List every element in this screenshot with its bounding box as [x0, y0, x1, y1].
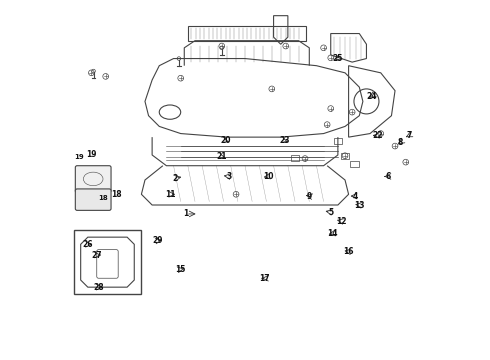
Text: 11: 11	[165, 190, 175, 199]
Text: 19: 19	[86, 150, 97, 159]
Text: 10: 10	[263, 172, 273, 181]
Text: 19: 19	[74, 154, 84, 159]
Text: 18: 18	[98, 195, 108, 201]
Text: 17: 17	[259, 274, 270, 283]
FancyBboxPatch shape	[75, 189, 111, 210]
Text: 21: 21	[217, 152, 227, 161]
Text: 8: 8	[398, 138, 403, 147]
Text: 14: 14	[327, 229, 338, 238]
Text: 1: 1	[183, 210, 189, 219]
Text: 16: 16	[343, 247, 354, 256]
Text: 4: 4	[353, 192, 358, 201]
Text: 5: 5	[328, 208, 333, 217]
FancyBboxPatch shape	[75, 166, 111, 193]
Text: 28: 28	[93, 283, 104, 292]
Text: 15: 15	[175, 265, 186, 274]
Text: 24: 24	[367, 91, 377, 100]
Text: 9: 9	[307, 192, 312, 201]
Text: 27: 27	[92, 251, 102, 260]
Text: 3: 3	[226, 172, 232, 181]
Text: 29: 29	[152, 236, 163, 245]
Text: 23: 23	[279, 136, 290, 145]
Text: 18: 18	[111, 190, 122, 199]
Text: 7: 7	[407, 131, 412, 140]
Text: 6: 6	[385, 172, 391, 181]
Text: 20: 20	[220, 136, 231, 145]
Text: 22: 22	[372, 131, 382, 140]
Text: 12: 12	[336, 217, 347, 226]
Text: 26: 26	[83, 240, 93, 249]
Text: 25: 25	[333, 54, 343, 63]
Text: 2: 2	[172, 174, 178, 183]
Text: 13: 13	[354, 201, 365, 210]
